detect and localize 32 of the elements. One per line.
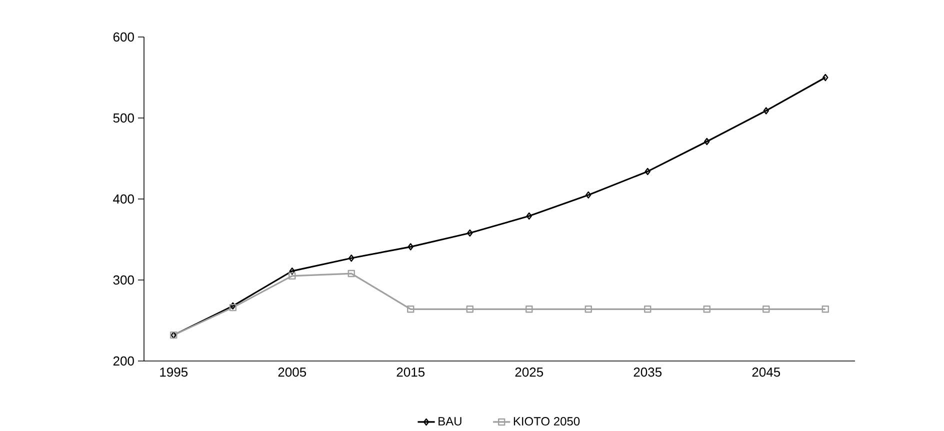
point xyxy=(703,306,710,313)
y-tick-label: 300 xyxy=(113,275,134,285)
y-tick-label: 500 xyxy=(113,113,134,123)
y-tick-label: 600 xyxy=(113,32,134,42)
point xyxy=(466,306,474,313)
point xyxy=(408,243,414,250)
point xyxy=(762,306,770,313)
y-tick-label: 400 xyxy=(113,194,134,204)
x-tick-label: 2005 xyxy=(278,368,306,377)
point xyxy=(526,306,533,313)
x-tick-label: 2035 xyxy=(634,368,662,377)
x-tick-label: 2025 xyxy=(515,368,544,377)
x-tick-label: 2045 xyxy=(752,368,780,377)
legend-label: KIOTO 2050 xyxy=(514,417,580,426)
point xyxy=(704,138,710,146)
legend-label: BAU xyxy=(438,417,462,426)
point xyxy=(586,191,592,199)
point xyxy=(289,267,295,275)
point xyxy=(584,306,592,313)
point xyxy=(644,168,650,176)
point xyxy=(467,229,473,237)
point xyxy=(526,212,532,220)
point xyxy=(348,254,354,262)
point xyxy=(348,270,355,278)
point xyxy=(822,306,829,313)
x-tick-label: 2015 xyxy=(396,368,425,377)
point xyxy=(288,272,296,280)
point xyxy=(407,306,414,313)
point xyxy=(644,306,652,313)
x-tick-label: 1995 xyxy=(160,368,188,377)
y-tick-label: 200 xyxy=(113,356,134,366)
point xyxy=(763,107,769,114)
